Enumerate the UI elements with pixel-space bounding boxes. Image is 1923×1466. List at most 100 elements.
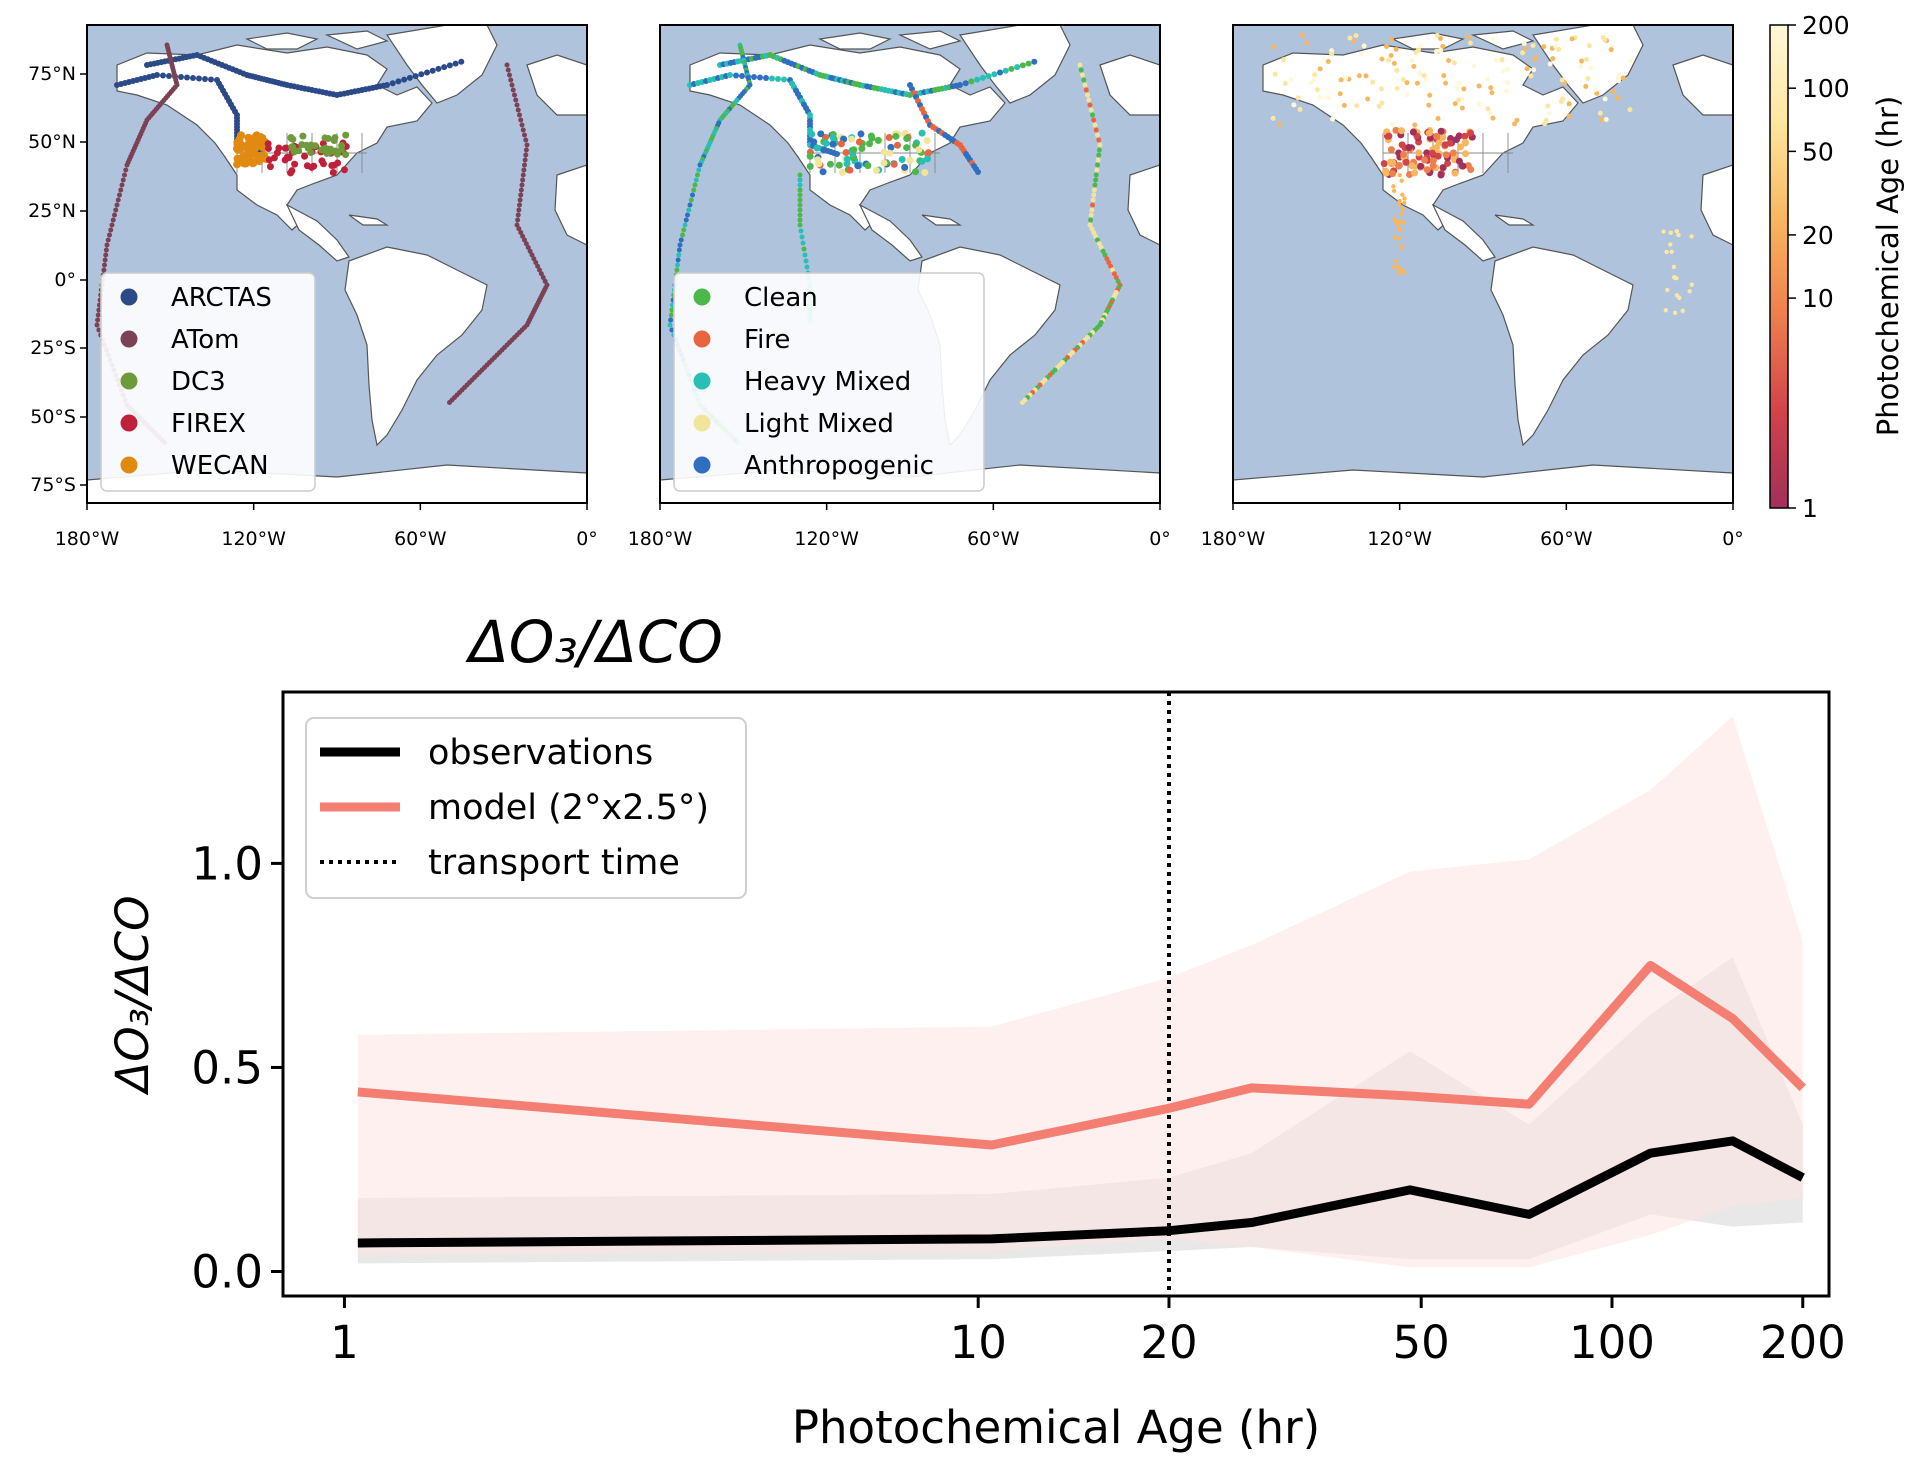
track-point <box>1086 97 1092 103</box>
track-point <box>1031 58 1038 65</box>
age-point <box>1489 90 1495 96</box>
age-point <box>1467 129 1475 137</box>
track-point <box>864 162 872 170</box>
age-point <box>1325 95 1331 101</box>
age-point <box>1397 198 1402 204</box>
band-model <box>357 716 1803 1268</box>
track-point <box>797 207 803 213</box>
track-point <box>104 242 110 248</box>
age-point <box>1412 122 1418 128</box>
track-point <box>1080 72 1085 78</box>
track-point <box>291 160 299 168</box>
track-point <box>1014 64 1021 71</box>
age-point <box>1487 110 1493 116</box>
track-point <box>242 142 251 151</box>
age-point <box>1402 158 1410 166</box>
track-point <box>797 182 803 188</box>
track-point <box>523 137 529 143</box>
campaign-legend: ARCTAS ATom DC3 FIREX WECAN <box>100 272 316 492</box>
age-point <box>1397 227 1402 233</box>
age-point <box>1343 75 1349 81</box>
age-point <box>1545 103 1551 109</box>
track-point <box>196 75 202 82</box>
age-point <box>1541 44 1547 50</box>
legend-label: transport time <box>428 843 680 883</box>
age-point <box>1428 149 1436 157</box>
track-point <box>178 74 184 80</box>
track-point <box>797 192 803 198</box>
age-point <box>1425 129 1433 137</box>
age-point <box>1365 96 1371 102</box>
track-point <box>797 187 803 193</box>
age-point <box>1490 36 1496 42</box>
age-point <box>1456 80 1462 86</box>
y-tick-label: 0.0 <box>191 1246 263 1299</box>
track-point <box>522 157 528 163</box>
track-point <box>452 60 459 67</box>
age-point <box>1409 128 1417 136</box>
age-point <box>1370 79 1376 85</box>
track-point <box>733 72 739 79</box>
age-point <box>1461 139 1469 147</box>
series-lines <box>357 960 1806 1248</box>
track-point <box>912 168 920 176</box>
map-frame <box>86 24 588 504</box>
age-point <box>1566 113 1572 119</box>
track-point <box>1095 237 1100 243</box>
track-point <box>435 65 442 72</box>
track-point <box>1093 172 1099 178</box>
track-point <box>202 76 208 82</box>
track-point <box>505 67 511 73</box>
age-point <box>1310 77 1316 83</box>
track-point <box>1102 252 1108 258</box>
age-point <box>1394 67 1400 73</box>
age-point <box>1439 133 1447 141</box>
track-point <box>676 252 682 258</box>
age-point <box>1672 310 1678 315</box>
lon-tick-label: 0° <box>576 528 598 550</box>
colorbar-tick-label: 100 <box>1802 74 1850 103</box>
age-point <box>1378 86 1384 92</box>
age-point <box>1543 117 1549 123</box>
x-axis: 1 10 20 50 100 200 <box>330 1296 1846 1369</box>
age-point <box>1429 162 1437 170</box>
lat-tick-label: 25°S <box>30 337 76 359</box>
age-point <box>1455 157 1463 165</box>
map-panel-categories: Clean Fire Heavy Mixed Light Mixed Anthropog… <box>659 24 1161 504</box>
age-point <box>1299 32 1305 38</box>
track-point <box>516 207 522 213</box>
age-point <box>1361 43 1367 49</box>
age-point <box>1627 107 1633 113</box>
legend-label: ATom <box>171 325 239 355</box>
track-point <box>822 139 830 147</box>
legend-label: Clean <box>744 283 818 313</box>
age-point <box>1444 159 1452 167</box>
track-point <box>520 127 526 133</box>
map-panel-campaigns: ARCTAS ATom DC3 FIREX WECAN <box>86 24 588 504</box>
age-point <box>1404 92 1410 98</box>
track-point <box>806 152 814 160</box>
y-tick-label: 0.5 <box>191 1041 263 1094</box>
track-point <box>520 233 526 239</box>
track-point <box>890 160 898 168</box>
track-point <box>880 148 888 156</box>
track-point <box>429 67 436 74</box>
age-point <box>1282 80 1288 86</box>
age-point <box>1347 35 1353 41</box>
track-point <box>819 168 827 176</box>
track-point <box>850 146 858 154</box>
age-point <box>1663 308 1669 313</box>
track-point <box>903 135 911 143</box>
age-point <box>1399 267 1404 273</box>
age-point <box>1288 77 1294 83</box>
track-point <box>1081 77 1087 83</box>
track-point <box>678 237 684 243</box>
age-point <box>1530 43 1536 49</box>
legend-box <box>673 272 985 492</box>
track-point <box>96 307 102 313</box>
track-point <box>389 80 396 87</box>
track-point <box>918 129 926 137</box>
track-point <box>518 192 524 198</box>
age-point <box>1608 47 1614 53</box>
track-point <box>885 133 893 141</box>
